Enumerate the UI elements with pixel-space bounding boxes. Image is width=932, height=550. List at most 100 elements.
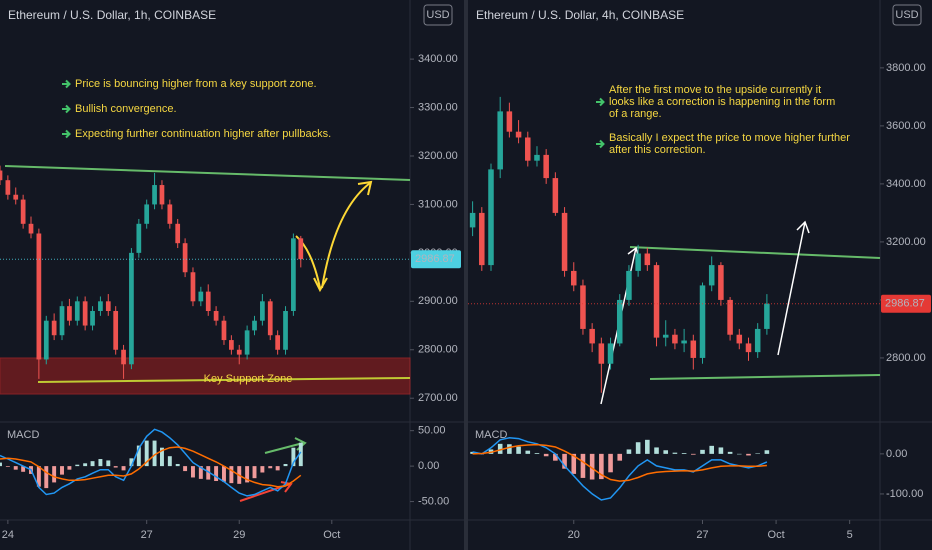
note-text: after this correction. <box>609 144 706 156</box>
candle-body <box>182 243 188 273</box>
bullet-arrow <box>62 129 71 139</box>
macd-histogram-bar <box>52 466 57 483</box>
candle-body <box>144 204 150 224</box>
y-tick-label: -50.00 <box>418 495 449 507</box>
candle-body <box>260 301 265 321</box>
candle-body <box>644 253 651 266</box>
candle-body <box>236 349 242 355</box>
x-tick-label: 29 <box>233 529 245 541</box>
candle-body <box>198 291 204 302</box>
macd-histogram-bar <box>746 453 751 456</box>
macd-histogram-bar <box>497 443 503 454</box>
note-text: Bullish convergence. <box>75 103 177 115</box>
macd-histogram-bar <box>129 458 134 467</box>
macd-histogram-bar <box>291 447 296 467</box>
macd-histogram-bar <box>60 466 64 475</box>
macd-histogram-bar <box>571 453 577 474</box>
y-tick-label: 0.00 <box>418 460 439 472</box>
macd-line <box>0 428 302 497</box>
currency-box <box>892 4 922 26</box>
macd-histogram-bar <box>507 444 512 454</box>
macd-histogram-bar <box>144 440 149 467</box>
macd-histogram-bar <box>470 451 475 454</box>
candle-body <box>283 311 288 350</box>
candle-body <box>552 178 559 213</box>
candle-body <box>708 265 715 286</box>
note-text: Price is bouncing higher from a key supp… <box>75 78 317 90</box>
macd-histogram-bar <box>727 451 733 454</box>
last-price-label: 2986.87 <box>415 253 455 265</box>
y-tick-label: 2800.00 <box>418 344 458 356</box>
chart-title: Ethereum / U.S. Dollar, 1h, COINBASE <box>8 8 216 22</box>
candle-body <box>635 253 641 271</box>
note-text: of a range. <box>609 108 662 120</box>
y-tick-label: 3100.00 <box>418 198 458 210</box>
candle-body <box>5 180 11 195</box>
macd-histogram-bar <box>580 453 586 478</box>
candle-body <box>690 340 697 358</box>
candle-body <box>275 335 281 350</box>
candle-body <box>90 311 95 326</box>
candle-body <box>190 272 196 302</box>
note-text: looks like a correction is happening in … <box>609 96 835 108</box>
macd-histogram-bar <box>516 446 521 454</box>
macd-histogram-bar <box>645 439 650 454</box>
candle-body <box>607 343 614 364</box>
macd-histogram-bar <box>90 461 95 467</box>
macd-histogram-bar <box>283 463 288 467</box>
macd-histogram-bar <box>167 456 172 467</box>
macd-histogram-bar <box>229 466 234 484</box>
candle-body <box>525 137 531 161</box>
candle-body <box>267 301 273 336</box>
candle-body <box>167 204 173 224</box>
candle-body <box>20 199 26 224</box>
candle-body <box>727 299 733 335</box>
note-text: After the first move to the upside curre… <box>609 84 821 96</box>
macd-histogram-bar <box>635 442 641 454</box>
y-tick-label: 2800.00 <box>886 352 926 364</box>
bullet-arrow <box>596 97 605 107</box>
candle-body <box>488 169 494 266</box>
currency-box <box>423 4 453 26</box>
candle-body <box>653 265 660 338</box>
candle-body <box>598 343 605 364</box>
macd-histogram-bar <box>663 450 669 454</box>
macd-histogram-bar <box>298 442 303 467</box>
macd-histogram-bar <box>83 463 88 467</box>
candle-body <box>298 238 304 260</box>
macd-histogram-bar <box>98 459 103 467</box>
macd-histogram-bar <box>681 453 687 454</box>
signal-line <box>0 446 302 488</box>
candle-body <box>764 303 770 329</box>
candle-body <box>113 311 119 350</box>
macd-histogram-bar <box>67 466 72 470</box>
candle-body <box>699 285 706 358</box>
x-tick-label: Oct <box>768 529 785 541</box>
note-text: Expecting further continuation higher af… <box>75 128 331 140</box>
zone-label: Key Support Zone <box>204 373 293 385</box>
drawn-arrow <box>321 182 371 289</box>
macd-histogram-bar <box>191 466 195 478</box>
candle-body <box>152 185 157 205</box>
macd-histogram-bar <box>75 464 80 467</box>
macd-histogram-bar <box>691 453 696 455</box>
trendline <box>649 374 881 380</box>
drawn-arrow <box>313 277 328 293</box>
last-price-box <box>411 250 461 269</box>
x-tick-label: 20 <box>568 529 580 541</box>
y-tick-label: 2900.00 <box>418 295 458 307</box>
y-tick-label: 3400.00 <box>418 53 458 65</box>
y-tick-label: -100.00 <box>886 488 923 500</box>
y-tick-label: 0.00 <box>886 448 907 460</box>
macd-histogram-bar <box>13 466 18 470</box>
x-tick-label: 27 <box>696 529 708 541</box>
trendline <box>629 246 881 259</box>
macd-histogram-bar <box>44 466 49 489</box>
y-tick-label: 3800.00 <box>886 62 926 74</box>
macd-histogram-bar <box>159 447 164 467</box>
macd-histogram-bar <box>121 466 126 471</box>
macd-histogram-bar <box>5 466 10 467</box>
macd-histogram-bar <box>562 453 567 469</box>
candle-body <box>754 328 761 353</box>
macd-histogram-bar <box>198 466 203 479</box>
